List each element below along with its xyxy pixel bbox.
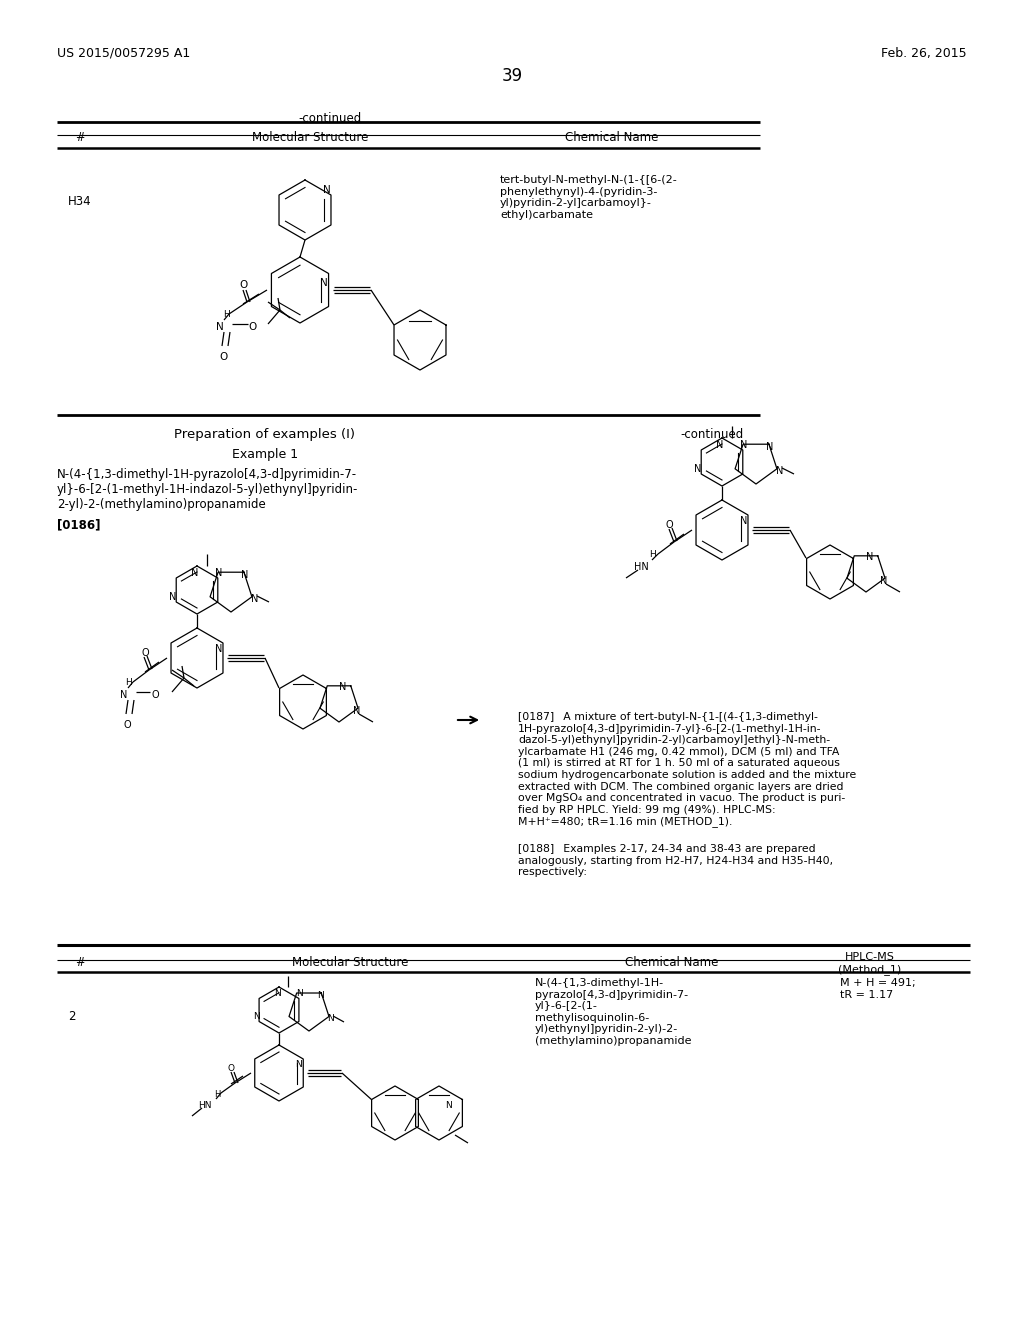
Text: Molecular Structure: Molecular Structure <box>292 956 409 969</box>
Text: H: H <box>214 1090 220 1100</box>
Text: N: N <box>319 279 328 288</box>
Text: Chemical Name: Chemical Name <box>625 956 719 969</box>
Text: H: H <box>223 310 229 319</box>
Text: O: O <box>152 690 160 700</box>
Text: N: N <box>694 465 701 474</box>
Text: N: N <box>740 516 748 525</box>
Text: -continued: -continued <box>680 428 743 441</box>
Text: N: N <box>323 185 331 195</box>
Text: O: O <box>123 719 131 730</box>
Text: Molecular Structure: Molecular Structure <box>252 131 369 144</box>
Text: Feb. 26, 2015: Feb. 26, 2015 <box>882 48 967 59</box>
Text: #: # <box>75 956 85 969</box>
Text: US 2015/0057295 A1: US 2015/0057295 A1 <box>57 48 190 59</box>
Text: -continued: -continued <box>298 112 361 125</box>
Text: [0188]  Examples 2-17, 24-34 and 38-43 are prepared
analogously, starting from H: [0188] Examples 2-17, 24-34 and 38-43 ar… <box>518 843 834 878</box>
Text: O: O <box>239 280 247 290</box>
Text: N: N <box>766 442 773 451</box>
Text: HN: HN <box>634 562 649 572</box>
Text: N: N <box>169 591 176 602</box>
Text: M + H = 491;
tR = 1.17: M + H = 491; tR = 1.17 <box>840 978 915 999</box>
Text: O: O <box>141 648 148 657</box>
Text: HPLC-MS
(Method_1): HPLC-MS (Method_1) <box>839 952 901 974</box>
Text: N: N <box>251 594 258 605</box>
Text: N-(4-{1,3-dimethyl-1H-pyrazolo[4,3-d]pyrimidin-7-
yl}-6-[2-(1-methyl-1H-indazol-: N-(4-{1,3-dimethyl-1H-pyrazolo[4,3-d]pyr… <box>57 469 358 511</box>
Text: O: O <box>666 520 674 531</box>
Text: N: N <box>317 991 324 1001</box>
Text: N: N <box>776 466 783 477</box>
Text: N: N <box>191 568 199 578</box>
Text: 39: 39 <box>502 67 522 84</box>
Text: N: N <box>880 576 888 586</box>
Text: H34: H34 <box>68 195 91 209</box>
Text: Chemical Name: Chemical Name <box>565 131 658 144</box>
Text: HN: HN <box>198 1101 212 1110</box>
Text: [0187]  A mixture of tert-butyl-N-{1-[(4-{1,3-dimethyl-
1H-pyrazolo[4,3-d]pyrimi: [0187] A mixture of tert-butyl-N-{1-[(4-… <box>518 711 856 828</box>
Text: N: N <box>716 440 723 450</box>
Text: 2: 2 <box>68 1010 76 1023</box>
Text: N: N <box>215 644 222 653</box>
Text: N: N <box>241 570 249 579</box>
Text: #: # <box>75 131 85 144</box>
Text: O: O <box>228 1064 234 1073</box>
Text: N: N <box>339 682 346 692</box>
Text: N: N <box>327 1014 334 1023</box>
Text: N-(4-{1,3-dimethyl-1H-
pyrazolo[4,3-d]pyrimidin-7-
yl}-6-[2-(1-
methylisoquinoli: N-(4-{1,3-dimethyl-1H- pyrazolo[4,3-d]py… <box>535 978 691 1045</box>
Text: O: O <box>219 352 227 362</box>
Text: N: N <box>216 322 224 333</box>
Text: N: N <box>740 440 748 450</box>
Text: Example 1: Example 1 <box>232 447 298 461</box>
Text: H: H <box>125 678 132 686</box>
Text: H: H <box>649 550 655 558</box>
Text: N: N <box>274 989 281 998</box>
Text: N: N <box>295 1060 302 1069</box>
Text: N: N <box>296 989 303 998</box>
Text: tert-butyl-N-methyl-N-(1-{[6-(2-
phenylethynyl)-4-(pyridin-3-
yl)pyridin-2-yl]ca: tert-butyl-N-methyl-N-(1-{[6-(2- phenyle… <box>500 176 678 220</box>
Text: N: N <box>866 552 873 562</box>
Text: [0186]: [0186] <box>57 517 100 531</box>
Text: N: N <box>353 706 360 715</box>
Text: O: O <box>248 322 256 333</box>
Text: Preparation of examples (I): Preparation of examples (I) <box>174 428 355 441</box>
Text: N: N <box>120 690 127 700</box>
Text: N: N <box>253 1012 260 1020</box>
Text: N: N <box>215 568 222 578</box>
Text: N: N <box>445 1101 452 1110</box>
